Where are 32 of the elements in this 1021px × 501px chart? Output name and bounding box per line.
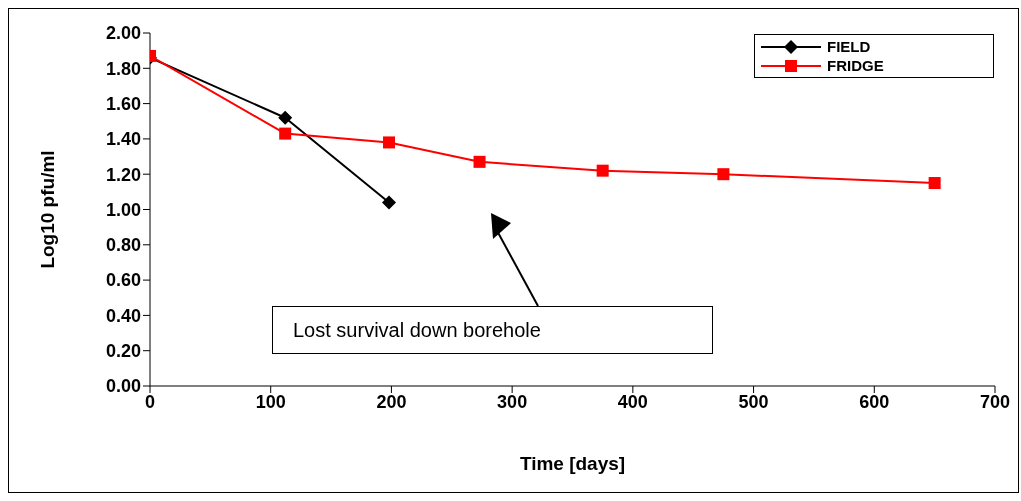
y-tick-label: 1.40: [105, 129, 141, 150]
x-tick-label: 0: [144, 391, 156, 412]
point: [596, 164, 609, 177]
x-tick-label: 100: [255, 391, 286, 412]
y-tick-label: 0.80: [105, 235, 141, 256]
legend-label: FIELD: [827, 38, 871, 55]
y-tick-label: 0.40: [105, 305, 141, 326]
y-axis-title: Log10 pfu/ml: [36, 150, 58, 269]
x-tick-label: 500: [738, 391, 769, 412]
x-axis-title: Time [days]: [519, 453, 626, 474]
x-tick-label: 300: [497, 391, 528, 412]
y-tick-label: 0.00: [105, 376, 141, 397]
point: [717, 168, 730, 181]
point: [279, 127, 292, 140]
legend-label: FRIDGE: [827, 57, 884, 74]
y-tick-label: 1.80: [105, 58, 141, 79]
y-tick-label: 2.00: [105, 23, 141, 44]
x-tick-label: 600: [859, 391, 890, 412]
y-tick-label: 1.20: [105, 164, 141, 185]
x-tick-label: 200: [376, 391, 407, 412]
y-tick-label: 1.00: [105, 199, 141, 220]
point: [383, 136, 396, 149]
point: [278, 110, 293, 125]
point: [382, 195, 397, 210]
x-tick-label: 400: [617, 391, 648, 412]
x-tick-label: 700: [979, 391, 1011, 412]
point: [928, 177, 941, 190]
point: [473, 155, 486, 168]
y-tick-label: 0.20: [105, 341, 141, 362]
text-box: Lost survival down borehole: [272, 306, 713, 354]
y-tick-label: 1.60: [105, 93, 141, 114]
y-tick-label: 0.60: [105, 270, 141, 291]
